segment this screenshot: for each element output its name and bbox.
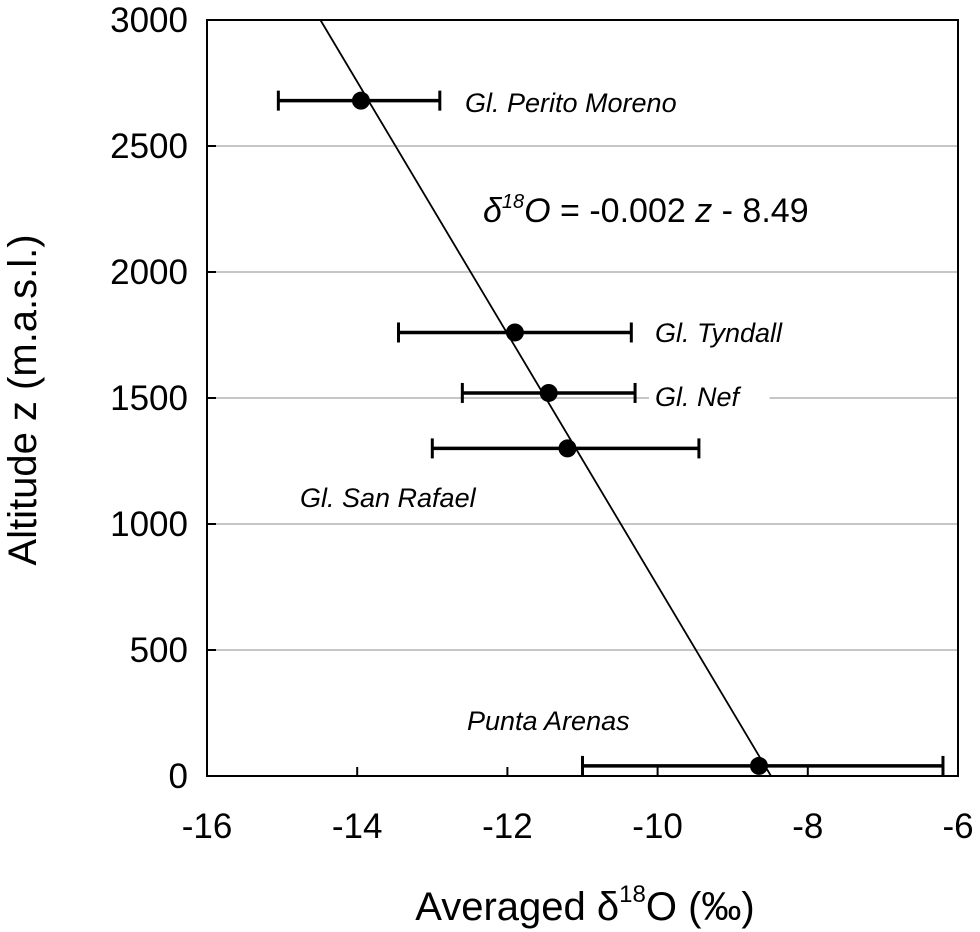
y-tick-label: 500 (130, 631, 188, 670)
point-label-background (649, 316, 832, 350)
regression-equation: δ18O = -0.002 z - 8.49 (483, 191, 809, 230)
data-point (749, 756, 768, 775)
x-tick-label: -8 (792, 807, 823, 846)
y-tick-label: 3000 (110, 1, 188, 40)
point-label: Gl. San Rafael (300, 483, 477, 513)
y-tick-label: 2500 (110, 127, 188, 166)
data-point (505, 323, 524, 342)
equation-coefficient: = -0.002 (551, 192, 696, 230)
x-axis-title-suffix: O (‰) (646, 885, 755, 929)
point-label-background (649, 380, 770, 414)
equation-intercept: - 8.49 (712, 192, 808, 230)
axis-ticks (206, 19, 959, 777)
point-label-background (461, 704, 659, 738)
x-axis-title-prefix: Averaged δ (415, 885, 619, 929)
y-tick-label: 1000 (110, 505, 188, 544)
x-tick-label: -16 (182, 807, 233, 846)
point-label: Punta Arenas (467, 706, 630, 736)
grid (207, 145, 958, 651)
x-tick-label: -10 (632, 807, 683, 846)
x-tick-label: -6 (942, 807, 973, 846)
data-points (351, 91, 768, 775)
equation-o: O (524, 192, 550, 230)
y-axis-title: Altitude z (m.a.s.l.) (1, 234, 45, 565)
point-label: Gl. Perito Moreno (465, 88, 677, 118)
y-tick-label: 0 (169, 757, 188, 796)
data-point (351, 91, 370, 110)
data-point (539, 383, 558, 402)
x-axis-title-superscript: 18 (619, 881, 646, 908)
point-labels: Gl. Perito Moreno Gl. Tyndall Gl. Nef Gl. S… (294, 86, 832, 738)
tick-labels: -16 -14 -12 -10 -8 -6 0 500 1000 1500 2000 2500 3000 (110, 1, 973, 846)
y-tick-label: 1500 (110, 379, 188, 418)
x-tick-label: -14 (332, 807, 383, 846)
equation-z: z (694, 192, 712, 230)
point-label-background (459, 86, 735, 120)
x-tick-label: -12 (482, 807, 533, 846)
point-label: Gl. Tyndall (655, 318, 783, 348)
x-axis-title: Averaged δ18O (‰) (415, 881, 754, 929)
point-label-background (294, 481, 523, 515)
equation-superscript: 18 (502, 191, 524, 213)
data-point (558, 439, 577, 458)
y-tick-label: 2000 (110, 253, 188, 292)
point-label: Gl. Nef (655, 382, 742, 412)
equation-delta: δ (483, 192, 503, 230)
